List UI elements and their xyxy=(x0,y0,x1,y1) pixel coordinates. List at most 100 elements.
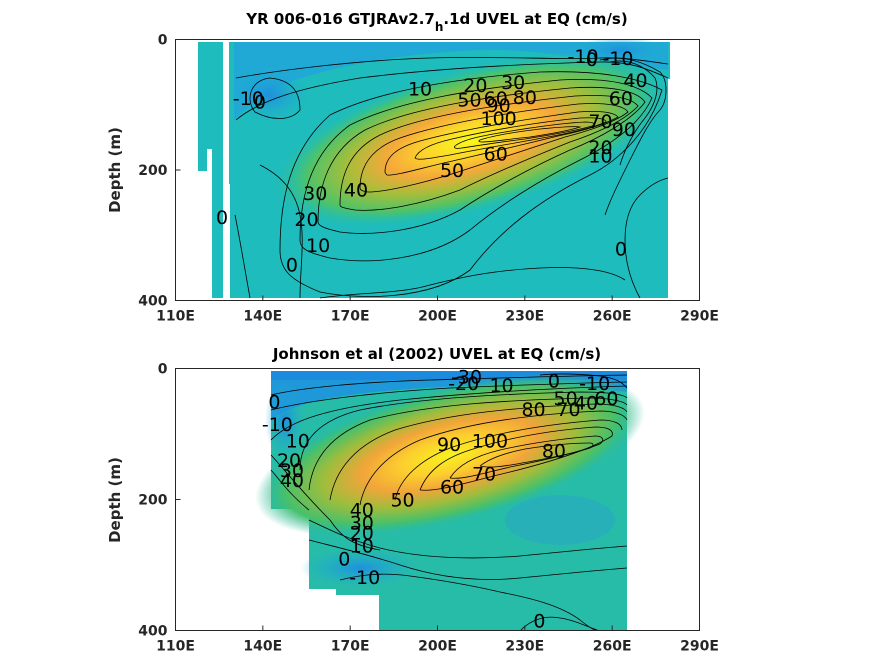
undercurrent-jet xyxy=(255,373,645,537)
contour-label: 0 xyxy=(586,49,598,71)
contour-label: -30 xyxy=(451,366,482,388)
contour-label: 20 xyxy=(588,137,612,159)
contour-label: 0 xyxy=(548,370,560,392)
x-tick-label: 290E xyxy=(680,309,719,325)
coastal-strip-b xyxy=(206,42,212,149)
contour-label: 100 xyxy=(472,431,508,453)
contour-label: -10 xyxy=(579,373,610,395)
contour-label: 60 xyxy=(440,476,464,498)
panel-bottom-ylabel: Depth (m) xyxy=(106,457,124,543)
contour-label: 40 xyxy=(344,180,368,202)
contour-label: 10 xyxy=(350,535,374,557)
contour-label: 80 xyxy=(521,399,545,421)
coastal-strip-c xyxy=(212,42,223,298)
contour-label: 40 xyxy=(350,499,374,521)
contour-label: 20 xyxy=(277,450,301,472)
coastal-strip-e xyxy=(230,184,234,298)
contour-lines xyxy=(270,373,628,631)
contour-label: -10 xyxy=(233,88,264,110)
panel-top-ylabel: Depth (m) xyxy=(106,127,124,213)
x-tick-label: 200E xyxy=(418,309,457,325)
contour-label: -10 xyxy=(568,46,599,68)
surface-jet-band xyxy=(271,371,627,380)
negative-core xyxy=(230,67,310,123)
coastal-strip-d xyxy=(229,42,234,184)
negative-core-west xyxy=(265,380,305,460)
contour-label: 80 xyxy=(542,440,566,462)
contour-lines xyxy=(234,57,669,299)
x-tick-label: 110E xyxy=(156,639,195,655)
x-tick-label: 260E xyxy=(593,309,632,325)
contour-label: 10 xyxy=(408,78,432,100)
contour-label: 60 xyxy=(484,144,508,166)
x-tick-label: 260E xyxy=(593,639,632,655)
contour-label: 90 xyxy=(612,119,636,141)
contour-label: -20 xyxy=(448,373,479,395)
negative-core-deep xyxy=(300,548,420,588)
contour-label: -10 xyxy=(262,414,293,436)
contour-label: 50 xyxy=(457,90,481,112)
contour-label: 10 xyxy=(489,375,513,397)
contour-label: 0 xyxy=(286,255,298,277)
contour-label: 40 xyxy=(280,470,304,492)
contour-label: 70 xyxy=(556,399,580,421)
contour-label: 90 xyxy=(487,95,511,117)
contour-label: 20 xyxy=(463,75,487,97)
y-tick-label: 400 xyxy=(138,294,167,310)
contour-label: 10 xyxy=(286,431,310,453)
contour-label: 0 xyxy=(615,238,627,260)
panel-bottom-title: Johnson et al (2002) UVEL at EQ (cm/s) xyxy=(272,345,601,363)
panel-top: YR 006-016 GTJRAv2.7h.1d UVEL at EQ (cm/… xyxy=(106,10,719,325)
y-tick-label: 200 xyxy=(138,163,167,179)
contour-label: 0 xyxy=(338,548,350,570)
x-tick-label: 200E xyxy=(418,639,457,655)
contour-label: -10 xyxy=(349,567,380,589)
x-tick-label: 110E xyxy=(156,309,195,325)
x-tick-label: 290E xyxy=(680,639,719,655)
contour-label: 10 xyxy=(306,235,330,257)
x-tick-label: 140E xyxy=(243,309,282,325)
contour-label: 90 xyxy=(437,434,461,456)
contour-label: 30 xyxy=(303,183,327,205)
y-tick-label: 200 xyxy=(138,493,167,509)
westward-surface-flow xyxy=(234,42,668,120)
contour-label: -10 xyxy=(602,48,633,70)
contour-label: 30 xyxy=(280,460,304,482)
contour-label: 50 xyxy=(390,490,414,512)
panel-bottom: Johnson et al (2002) UVEL at EQ (cm/s) xyxy=(106,345,719,655)
y-tick-label: 0 xyxy=(158,33,168,49)
contour-label: 100 xyxy=(481,108,517,130)
y-tick-label: 0 xyxy=(158,362,168,378)
contour-label: 20 xyxy=(350,522,374,544)
x-tick-label: 230E xyxy=(505,309,544,325)
contour-label: 80 xyxy=(513,87,537,109)
contour-label: 0 xyxy=(216,207,228,229)
y-tick-label: 400 xyxy=(138,624,167,640)
x-tick-label: 230E xyxy=(505,639,544,655)
contour-label: 40 xyxy=(574,393,598,415)
x-tick-label: 170E xyxy=(331,309,370,325)
negative-core-deep-east xyxy=(505,495,615,545)
panel-bottom-field xyxy=(255,371,645,631)
contour-label: 10 xyxy=(588,146,612,168)
contour-label: 30 xyxy=(350,512,374,534)
east-strip xyxy=(668,42,670,79)
contour-label: 20 xyxy=(294,209,318,231)
panel-top-title: YR 006-016 GTJRAv2.7h.1d UVEL at EQ (cm/… xyxy=(245,10,627,34)
x-tick-label: 140E xyxy=(243,639,282,655)
panel-top-field xyxy=(198,39,670,299)
contour-label: 30 xyxy=(501,72,525,94)
contour-label: 50 xyxy=(553,388,577,410)
contour-label: 0 xyxy=(254,91,266,113)
x-tick-label: 170E xyxy=(331,639,370,655)
contour-label: 60 xyxy=(484,88,508,110)
contour-label: 60 xyxy=(594,388,618,410)
contour-label: 0 xyxy=(268,391,280,413)
contour-label: 60 xyxy=(609,88,633,110)
contour-label: 40 xyxy=(623,70,647,92)
contour-label: 70 xyxy=(472,463,496,485)
